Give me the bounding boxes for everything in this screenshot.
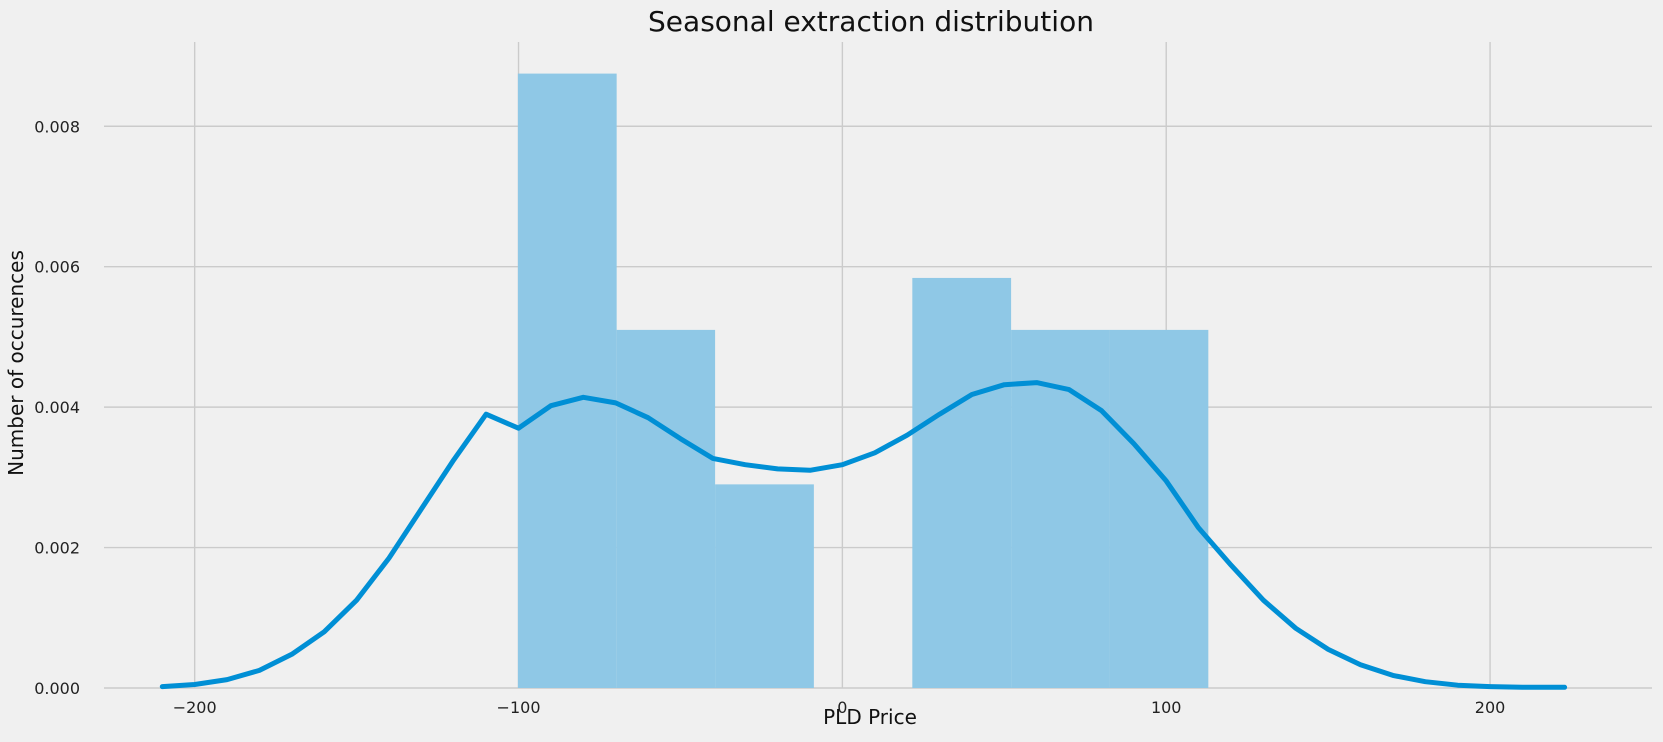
y-tick-label-0: 0.000: [34, 679, 80, 698]
y-tick-label-1: 0.002: [34, 539, 80, 558]
grid: [104, 42, 1652, 689]
tick-labels: −200 −100 0 100 200 0.000 0.002 0.004 0.006 0.008: [34, 117, 1505, 717]
kde-curve: [159, 380, 1568, 690]
x-tick-label-3: 100: [1151, 698, 1182, 717]
y-tick-label-3: 0.006: [34, 258, 80, 277]
x-tick-label-4: 200: [1475, 698, 1506, 717]
x-tick-label-1: −100: [497, 698, 541, 717]
x-tick-label-2: 0: [837, 698, 847, 717]
histogram-bar-2: [715, 484, 814, 688]
histogram-bar-0: [517, 73, 617, 688]
y-axis-label: Number of occurences: [4, 250, 28, 476]
histogram-bar-1: [616, 329, 716, 688]
chart-title: Seasonal extraction distribution: [648, 5, 1094, 38]
y-tick-label-2: 0.004: [34, 398, 80, 417]
y-tick-label-4: 0.008: [34, 117, 80, 136]
histogram-bar-6: [1109, 329, 1209, 688]
x-tick-label-0: −200: [173, 698, 217, 717]
histogram-bar-4: [912, 277, 1012, 688]
x-axis-label: PLD Price: [823, 705, 917, 729]
histogram-bars: [517, 73, 1209, 688]
kde-curve-group: [159, 380, 1568, 690]
